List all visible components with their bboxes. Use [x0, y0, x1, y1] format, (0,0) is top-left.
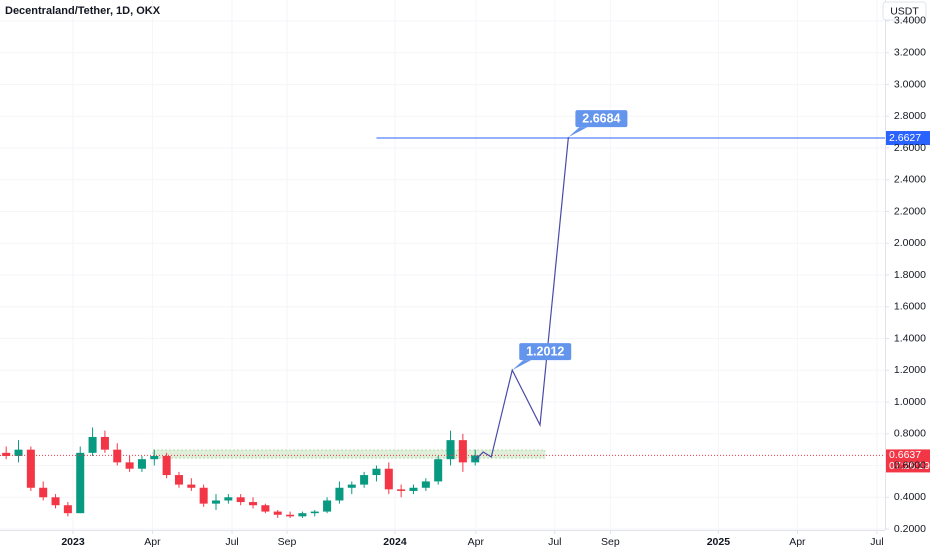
candle-body	[347, 484, 356, 488]
candle-body	[273, 511, 282, 515]
y-tick-label: 1.4000	[894, 332, 926, 344]
y-tick-label: 3.4000	[894, 15, 926, 27]
x-tick-label: Jul	[548, 536, 561, 548]
y-tick-label: 2.6000	[894, 142, 926, 154]
candle-body	[471, 455, 480, 463]
candle-body	[286, 514, 295, 517]
candle-body	[409, 487, 418, 491]
callout-pointer	[568, 127, 588, 138]
candle-body	[26, 449, 35, 488]
candle-body	[125, 462, 134, 469]
x-tick-label: 2023	[61, 536, 85, 548]
y-tick-label: 0.4000	[894, 491, 926, 503]
x-tick-label: Apr	[789, 536, 806, 548]
candle-body	[2, 452, 11, 457]
candle-body	[397, 489, 406, 491]
last-price-box	[886, 449, 930, 473]
callout-label: 2.6684	[582, 111, 620, 125]
candle-body	[323, 500, 332, 512]
y-tick-label: 1.0000	[894, 396, 926, 408]
y-tick-label: 0.6000	[894, 459, 926, 471]
candle-body	[224, 497, 233, 501]
candle-body	[335, 487, 344, 501]
x-tick-label: Jul	[870, 536, 883, 548]
x-tick-label: Sep	[601, 536, 620, 548]
candle-body	[211, 500, 221, 504]
y-tick-label: 2.4000	[894, 174, 926, 186]
target-price-label: 2.6627	[889, 132, 921, 144]
y-tick-label: 1.2000	[894, 364, 926, 376]
candle-body	[249, 502, 258, 506]
y-tick-label: 1.6000	[894, 301, 926, 313]
candle-body	[458, 440, 467, 463]
candle-body	[174, 475, 183, 485]
projection-line	[474, 137, 569, 461]
candle-body	[446, 440, 455, 460]
last-price-label: 0.6637	[889, 449, 921, 461]
grid	[72, 20, 889, 534]
y-tick-label: 1.8000	[894, 269, 926, 281]
candle-body	[421, 481, 430, 488]
candle-body	[298, 513, 307, 517]
candle-body	[384, 468, 393, 490]
currency-button[interactable]	[882, 1, 927, 21]
countdown-label: 07:26:19	[889, 460, 930, 472]
callout-box	[519, 343, 572, 361]
y-tick-label: 2.0000	[894, 237, 926, 249]
candle-body	[236, 497, 245, 503]
candle-body	[187, 484, 196, 488]
candle-body	[162, 456, 171, 476]
y-tick-label: 0.2000	[894, 523, 926, 535]
candle-body	[360, 475, 369, 485]
y-tick-label: 0.8000	[894, 428, 926, 440]
candle-body	[113, 449, 122, 463]
candle-body	[14, 449, 23, 457]
candle-body	[63, 505, 72, 514]
callout-label: 1.2012	[526, 344, 564, 358]
x-tick-label: 2025	[707, 536, 731, 548]
currency-label[interactable]: USDT	[890, 5, 919, 17]
x-tick-label: 2024	[383, 536, 407, 548]
candle-body	[137, 459, 146, 469]
y-tick-label: 2.2000	[894, 205, 926, 217]
candle-body	[76, 452, 85, 514]
candle-body	[88, 436, 97, 453]
x-tick-label: Apr	[468, 536, 485, 548]
y-tick-label: 3.2000	[894, 46, 926, 58]
candle-body	[150, 456, 159, 460]
candle-body	[199, 487, 208, 504]
chart-title: Decentraland/Tether, 1D, OKX	[5, 5, 161, 17]
candle-body	[310, 511, 319, 514]
callout-pointer	[512, 360, 532, 371]
y-tick-label: 3.0000	[894, 78, 926, 90]
candle-body	[261, 505, 270, 512]
candle-body	[39, 487, 48, 498]
x-tick-label: Sep	[278, 536, 297, 548]
y-tick-label: 2.8000	[894, 110, 926, 122]
x-tick-label: Jul	[225, 536, 238, 548]
candle-body	[51, 497, 60, 506]
candle-body	[100, 436, 109, 450]
candle-body	[434, 459, 443, 482]
target-price-box	[886, 131, 930, 146]
support-zone	[152, 449, 546, 459]
candle-body	[372, 468, 381, 476]
x-tick-label: Apr	[144, 536, 161, 548]
marks	[2, 427, 546, 518]
callout-box	[575, 110, 628, 128]
